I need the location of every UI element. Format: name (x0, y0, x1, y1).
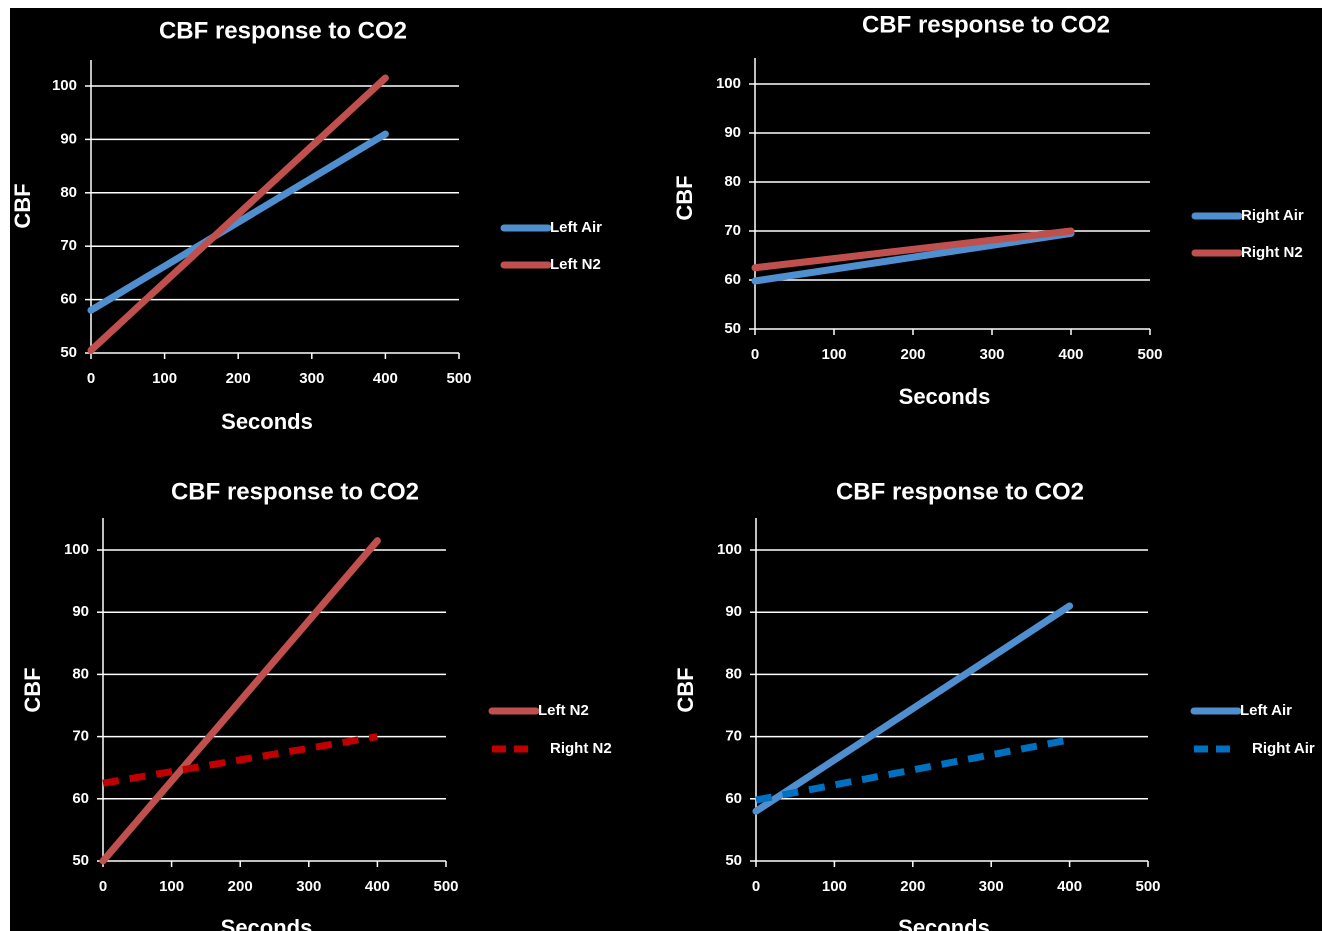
chart-4-ytick-label: 60 (725, 790, 742, 807)
chart-1-ytick-label: 100 (52, 77, 77, 94)
chart-3-ytick-label: 50 (72, 852, 89, 869)
chart-2-ytick-label: 70 (724, 222, 741, 239)
chart-2-ytick-label: 60 (724, 271, 741, 288)
chart-4-xtick-label: 0 (752, 878, 760, 895)
chart-1-legend-label: Left Air (550, 219, 602, 236)
chart-4-x-axis-title: Seconds (898, 915, 990, 931)
chart-3-xtick-label: 500 (433, 878, 458, 895)
chart-3-xtick-label: 100 (159, 878, 184, 895)
chart-4-title: CBF response to CO2 (836, 478, 1084, 505)
chart-4-legend-label: Right Air (1252, 740, 1315, 757)
chart-3-ytick-label: 100 (64, 541, 89, 558)
chart-1-legend-label: Left N2 (550, 256, 601, 273)
chart-1-x-axis-title: Seconds (221, 409, 313, 434)
chart-2-legend-label: Right Air (1241, 207, 1304, 224)
chart-1-ytick-label: 80 (60, 184, 77, 201)
chart-3-xtick-label: 0 (99, 878, 107, 895)
chart-2-ytick-label: 100 (716, 75, 741, 92)
chart-3-y-axis-title: CBF (20, 667, 45, 712)
chart-3-xtick-label: 300 (296, 878, 321, 895)
chart-3-series-left-n2-line (99, 537, 381, 865)
chart-1-ytick-label: 90 (60, 130, 77, 147)
chart-2-xtick-label: 0 (751, 346, 759, 363)
chart-2-title: CBF response to CO2 (862, 11, 1110, 38)
chart-2-series-right-n2-line (751, 227, 1075, 272)
chart-1-xtick-label: 300 (299, 370, 324, 387)
chart-2-xtick-label: 500 (1137, 346, 1162, 363)
chart-4-series-right-air-line (755, 736, 1071, 804)
chart-4-ytick-label: 50 (725, 852, 742, 869)
chart-3-legend-label: Left N2 (538, 702, 589, 719)
chart-4-legend-label: Left Air (1240, 702, 1292, 719)
chart-4-xtick-label: 500 (1135, 878, 1160, 895)
chart-1-xtick-label: 500 (446, 370, 471, 387)
chart-3-xtick-label: 200 (228, 878, 253, 895)
chart-3-ytick-label: 60 (72, 790, 89, 807)
chart-1-xtick-label: 100 (152, 370, 177, 387)
chart-1-xtick-label: 200 (226, 370, 251, 387)
chart-1-series-left-n2-line (87, 74, 389, 354)
chart-1-y-axis-title: CBF (10, 183, 35, 228)
chart-1-ytick-label: 60 (60, 291, 77, 308)
chart-2-y-axis-title: CBF (672, 175, 697, 220)
chart-2-xtick-label: 400 (1058, 346, 1083, 363)
chart-3-ytick-label: 80 (72, 665, 89, 682)
chart-2-ytick-label: 90 (724, 124, 741, 141)
chart-2-x-axis-title: Seconds (899, 384, 991, 409)
chart-4-y-axis-title: CBF (673, 667, 698, 712)
chart-4-ytick-label: 80 (725, 665, 742, 682)
chart-4-xtick-label: 100 (822, 878, 847, 895)
chart-1-xtick-label: 400 (373, 370, 398, 387)
chart-4-ytick-label: 70 (725, 728, 742, 745)
chart-2-ytick-label: 50 (724, 320, 741, 337)
chart-2-legend-label: Right N2 (1241, 244, 1303, 261)
chart-2-series-right-air-line (751, 229, 1075, 285)
chart-2-xtick-label: 100 (821, 346, 846, 363)
figure: CBF response to CO2 50 60 70 80 90 100 0 100 200 3… (10, 8, 1322, 931)
chart-3-legend-label: Right N2 (550, 740, 612, 757)
chart-4-xtick-label: 200 (900, 878, 925, 895)
chart-4-xtick-label: 300 (979, 878, 1004, 895)
chart-1-series-left-air-line (87, 130, 389, 314)
chart-panel-grid: CBF response to CO2 50 60 70 80 90 100 0 100 200 3… (10, 11, 1315, 931)
chart-3-x-axis-title: Seconds (221, 915, 313, 931)
chart-1-ytick-label: 50 (60, 344, 77, 361)
chart-4-ytick-label: 90 (725, 603, 742, 620)
chart-4-series-left-air-line (752, 602, 1074, 815)
chart-1-ytick-label: 70 (60, 237, 77, 254)
chart-2-ytick-label: 80 (724, 173, 741, 190)
chart-1-title: CBF response to CO2 (159, 17, 407, 44)
chart-4-xtick-label: 400 (1057, 878, 1082, 895)
chart-3-title: CBF response to CO2 (171, 478, 419, 505)
chart-3-series-right-n2-line (102, 733, 378, 787)
chart-4-ytick-label: 100 (717, 541, 742, 558)
chart-2-xtick-label: 300 (979, 346, 1004, 363)
chart-2-xtick-label: 200 (900, 346, 925, 363)
chart-3-ytick-label: 70 (72, 728, 89, 745)
chart-3-ytick-label: 90 (72, 603, 89, 620)
chart-3-xtick-label: 400 (365, 878, 390, 895)
chart-1-xtick-label: 0 (87, 370, 95, 387)
